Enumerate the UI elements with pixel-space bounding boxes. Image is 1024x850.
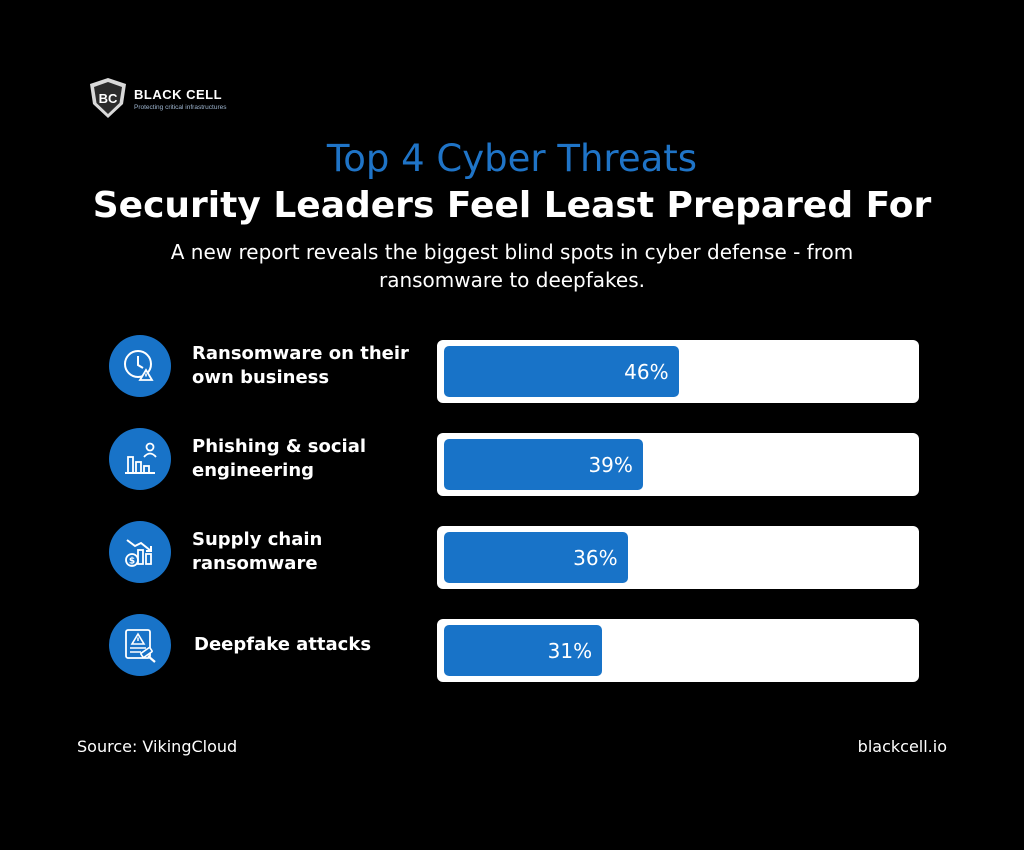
category-label: Phishing & social engineering bbox=[192, 436, 367, 481]
chart-row: Phishing & social engineering 39% bbox=[0, 427, 1024, 496]
bar-track: 36% bbox=[437, 526, 919, 589]
chart-decline-person-icon bbox=[108, 427, 172, 491]
category-label: Deepfake attacks bbox=[194, 634, 372, 655]
source-note: Source: VikingCloud bbox=[77, 737, 238, 756]
bar-track: 39% bbox=[437, 433, 919, 496]
clock-warning-icon bbox=[108, 334, 172, 398]
money-decline-chart-icon: $ bbox=[108, 520, 172, 584]
bar: 46% bbox=[444, 346, 679, 397]
chart-row: Deepfake attacks 31% bbox=[0, 613, 1024, 682]
document-warning-gavel-icon bbox=[108, 613, 172, 677]
bar-track: 46% bbox=[437, 340, 919, 403]
website-link[interactable]: blackcell.io bbox=[857, 737, 947, 756]
bar: 36% bbox=[444, 532, 628, 583]
category-label: Supply chain ransomware bbox=[192, 529, 323, 574]
title-line-1: Top 4 Cyber Threats bbox=[326, 137, 698, 180]
value-label: 31% bbox=[547, 638, 593, 663]
svg-text:BC: BC bbox=[99, 91, 118, 106]
svg-text:$: $ bbox=[129, 557, 135, 567]
value-label: 39% bbox=[588, 452, 633, 477]
title-line-2: Security Leaders Feel Least Prepared For bbox=[92, 185, 932, 226]
value-label: 46% bbox=[624, 359, 669, 384]
brand-name: BLACK CELL bbox=[134, 87, 223, 102]
category-label: Ransomware on their own business bbox=[192, 343, 409, 388]
brand-tagline: Protecting critical infrastructures bbox=[134, 104, 227, 111]
bar: 39% bbox=[444, 439, 643, 490]
bar-track: 31% bbox=[437, 619, 919, 682]
bc-shield-logo-icon: BC bbox=[90, 78, 126, 118]
chart-row: $ Supply chain ransomware 36% bbox=[0, 520, 1024, 589]
bar: 31% bbox=[444, 625, 603, 676]
subtitle: A new report reveals the biggest blind s… bbox=[170, 240, 854, 292]
chart-row: Ransomware on their own business 46% bbox=[0, 334, 1024, 403]
value-label: 36% bbox=[573, 545, 618, 570]
